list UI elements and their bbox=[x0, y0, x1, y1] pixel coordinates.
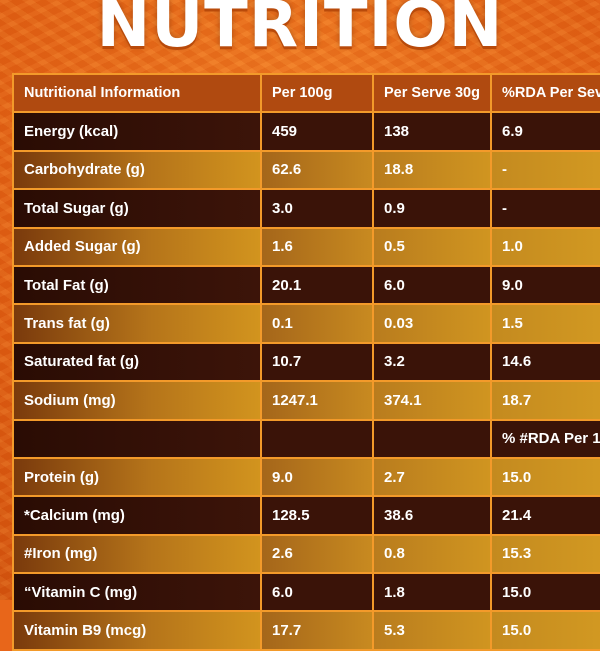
table-row: Sodium (mg) 1247.1 374.1 18.7 bbox=[12, 380, 600, 421]
table-body: Energy (kcal) 459 138 6.9 Carbohydrate (g) 62… bbox=[12, 111, 600, 651]
cell-per-serve: 0.5 bbox=[372, 226, 492, 267]
cell-per-100g bbox=[260, 418, 374, 459]
table-row: Total Fat (g) 20.1 6.0 9.0 bbox=[12, 264, 600, 306]
cell-per-100g: 62.6 bbox=[260, 149, 374, 191]
cell-rda: - bbox=[490, 149, 600, 191]
table-row: *Calcium (mg) 128.5 38.6 21.4 bbox=[12, 495, 600, 536]
table-row: #Iron (mg) 2.6 0.8 15.3 bbox=[12, 533, 600, 575]
cell-per-serve: 5.3 bbox=[372, 610, 492, 651]
cell-rda: 6.9 bbox=[490, 111, 600, 152]
cell-rda: - bbox=[490, 188, 600, 229]
cell-per-100g: 3.0 bbox=[260, 188, 374, 229]
cell-per-serve: 138 bbox=[372, 111, 492, 152]
cell-nutrient: “Vitamin C (mg) bbox=[12, 572, 262, 613]
cell-per-100g: 0.1 bbox=[260, 303, 374, 344]
column-header-per-serve: Per Serve 30g bbox=[372, 72, 492, 114]
cell-nutrient: Saturated fat (g) bbox=[12, 341, 262, 383]
cell-per-serve: 6.0 bbox=[372, 264, 492, 306]
cell-rda: % #RDA Per 100g bbox=[490, 418, 600, 459]
cell-nutrient: Added Sugar (g) bbox=[12, 226, 262, 267]
table-row: Total Sugar (g) 3.0 0.9- bbox=[12, 188, 600, 229]
cell-per-serve: 374.1 bbox=[372, 380, 492, 421]
cell-per-serve: 1.8 bbox=[372, 572, 492, 613]
cell-per-serve: 2.7 bbox=[372, 456, 492, 498]
cell-per-100g: 10.7 bbox=[260, 341, 374, 383]
cell-nutrient: Trans fat (g) bbox=[12, 303, 262, 344]
cell-nutrient: Energy (kcal) bbox=[12, 111, 262, 152]
cell-rda: 15.0 bbox=[490, 610, 600, 651]
cell-per-100g: 6.0 bbox=[260, 572, 374, 613]
cell-per-serve: 18.8 bbox=[372, 149, 492, 191]
cell-nutrient: Total Sugar (g) bbox=[12, 188, 262, 229]
table-row: Added Sugar (g) 1.6 0.5 1.0 bbox=[12, 226, 600, 267]
cell-per-100g: 9.0 bbox=[260, 456, 374, 498]
cell-nutrient: Total Fat (g) bbox=[12, 264, 262, 306]
table-row: % #RDA Per 100g bbox=[12, 418, 600, 459]
cell-nutrient: *Calcium (mg) bbox=[12, 495, 262, 536]
table-row: Saturated fat (g) 10.7 3.2 14.6 bbox=[12, 341, 600, 383]
cell-nutrient: Carbohydrate (g) bbox=[12, 149, 262, 191]
cell-rda: 21.4 bbox=[490, 495, 600, 536]
cell-rda: 1.0 bbox=[490, 226, 600, 267]
table-header-row: Nutritional Information Per 100g Per Ser… bbox=[12, 72, 600, 114]
table-row: Protein (g) 9.0 2.7 15.0 bbox=[12, 456, 600, 498]
cell-per-serve: 38.6 bbox=[372, 495, 492, 536]
cell-per-100g: 20.1 bbox=[260, 264, 374, 306]
cell-nutrient: Protein (g) bbox=[12, 456, 262, 498]
cell-rda: 1.5 bbox=[490, 303, 600, 344]
cell-nutrient: #Iron (mg) bbox=[12, 533, 262, 575]
column-header-rda: %RDA Per Seve bbox=[490, 72, 600, 114]
cell-nutrient bbox=[12, 418, 262, 459]
cell-per-100g: 17.7 bbox=[260, 610, 374, 651]
cell-per-serve: 0.8 bbox=[372, 533, 492, 575]
table-row: Trans fat (g) 0.1 0.03 1.5 bbox=[12, 303, 600, 344]
cell-rda: 15.3 bbox=[490, 533, 600, 575]
cell-per-serve: 3.2 bbox=[372, 341, 492, 383]
cell-rda: 18.7 bbox=[490, 380, 600, 421]
cell-rda: 15.0 bbox=[490, 456, 600, 498]
table-row: “Vitamin C (mg) 6.0 1.8 15.0 bbox=[12, 572, 600, 613]
table-row: Vitamin B9 (mcg) 17.7 5.3 15.0 bbox=[12, 610, 600, 651]
cell-per-100g: 1.6 bbox=[260, 226, 374, 267]
cell-per-100g: 128.5 bbox=[260, 495, 374, 536]
page-title: NUTRITION bbox=[96, 0, 504, 62]
cell-nutrient: Vitamin B9 (mcg) bbox=[12, 610, 262, 651]
cell-per-100g: 2.6 bbox=[260, 533, 374, 575]
cell-rda: 9.0 bbox=[490, 264, 600, 306]
cell-per-serve: 0.03 bbox=[372, 303, 492, 344]
cell-per-serve: 0.9 bbox=[372, 188, 492, 229]
table-row: Energy (kcal) 459 138 6.9 bbox=[12, 111, 600, 152]
table-row: Carbohydrate (g) 62.6 18.8- bbox=[12, 149, 600, 191]
column-header-per-100g: Per 100g bbox=[260, 72, 374, 114]
cell-per-100g: 1247.1 bbox=[260, 380, 374, 421]
cell-nutrient: Sodium (mg) bbox=[12, 380, 262, 421]
nutrition-table: Nutritional Information Per 100g Per Ser… bbox=[12, 72, 600, 651]
cell-per-serve bbox=[372, 418, 492, 459]
cell-per-100g: 459 bbox=[260, 111, 374, 152]
column-header-nutrient: Nutritional Information bbox=[12, 72, 262, 114]
cell-rda: 14.6 bbox=[490, 341, 600, 383]
cell-rda: 15.0 bbox=[490, 572, 600, 613]
